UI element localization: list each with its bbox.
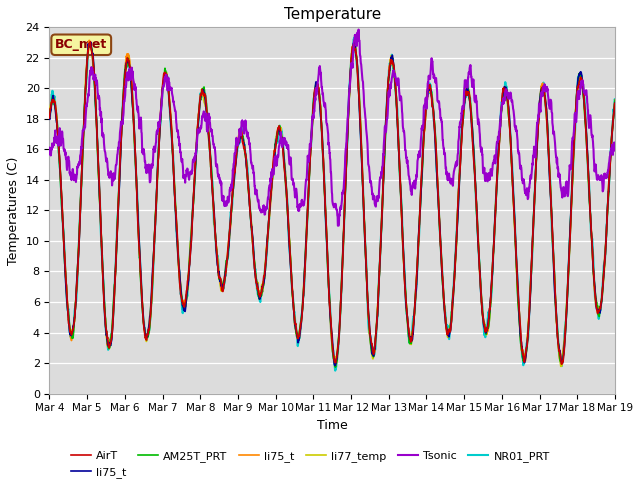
Y-axis label: Temperatures (C): Temperatures (C) (7, 156, 20, 264)
X-axis label: Time: Time (317, 419, 348, 432)
Legend: AirT, li75_t, AM25T_PRT, li75_t, li77_temp, Tsonic, NR01_PRT: AirT, li75_t, AM25T_PRT, li75_t, li77_te… (67, 447, 554, 480)
Title: Temperature: Temperature (284, 7, 381, 22)
Text: BC_met: BC_met (55, 38, 108, 51)
